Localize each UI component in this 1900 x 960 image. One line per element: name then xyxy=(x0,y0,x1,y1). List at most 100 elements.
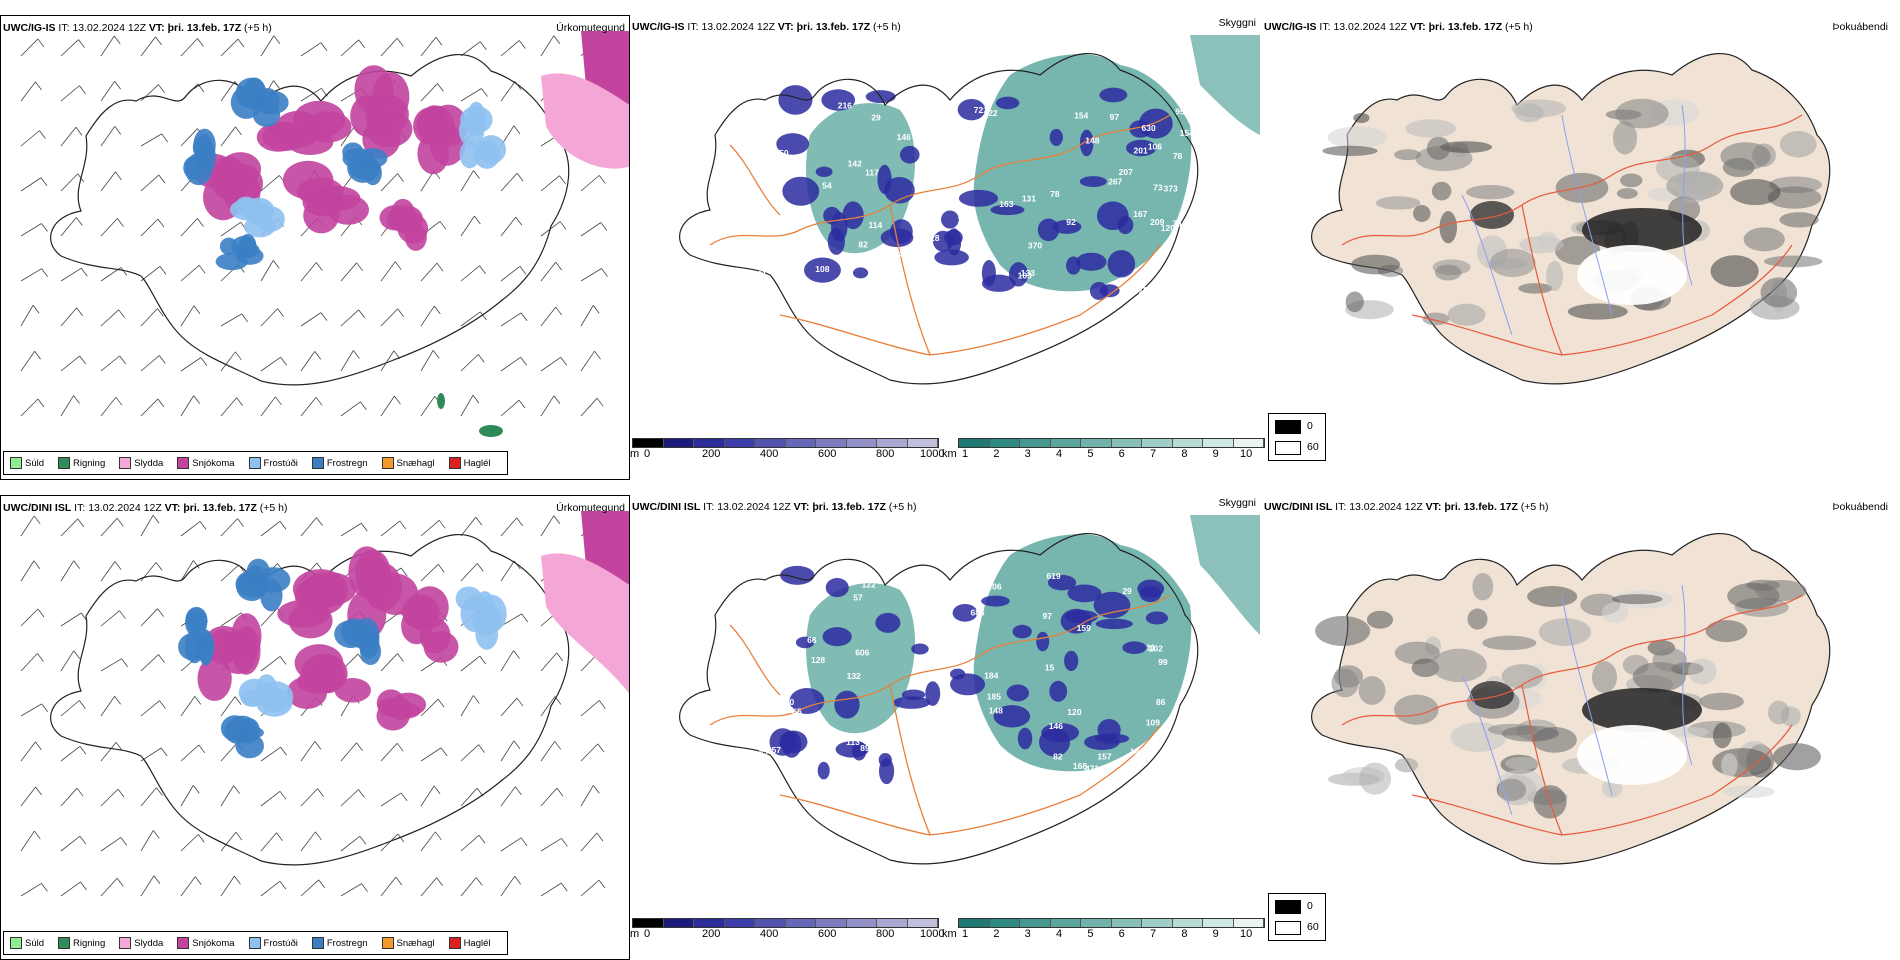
fog-white-swatch xyxy=(1275,441,1301,455)
colorbar-tick-label: 8 xyxy=(1181,928,1188,940)
colorbar-tick-label: 6 xyxy=(1118,928,1125,940)
legend-label: Slydda xyxy=(134,937,164,949)
cloud-base-value: 106 xyxy=(1148,141,1162,151)
colorbar-tick-label: 0 xyxy=(644,448,651,460)
legend-swatch xyxy=(248,457,261,469)
fog-map-row2 xyxy=(1311,532,1831,865)
cloud-base-value: 170 xyxy=(897,258,911,268)
cloud-base-value: 128 xyxy=(925,233,939,243)
cloud-base-value: 250 xyxy=(774,148,788,158)
fog-legend-row1: 0 60 xyxy=(1268,413,1326,461)
precip-legend-item: Frostúði xyxy=(248,937,298,949)
colorbar-tick-label: 4 xyxy=(1056,928,1063,940)
cloud-base-value: 142 xyxy=(848,159,862,169)
cloud-base-value: 471 xyxy=(1085,763,1099,773)
colorbar-tick-label: 3 xyxy=(1024,448,1031,460)
precip-legend-item: Slydda xyxy=(119,937,163,949)
colorbar-unit: km xyxy=(942,928,957,940)
cloud-base-value: 122 xyxy=(862,580,876,590)
cloud-base-value: 141 xyxy=(1130,746,1144,756)
cloud-base-value: 630 xyxy=(1142,123,1156,133)
cloud-base-value: 89 xyxy=(860,743,870,753)
cloud-base-value: 65 xyxy=(792,707,802,717)
colorbar-tick-label: 2 xyxy=(993,928,1000,940)
colorbar-tick-label: 1000 xyxy=(920,448,945,460)
precip-legend-item: Snjókoma xyxy=(177,937,235,949)
cloud-base-value: 74 xyxy=(861,775,871,785)
precip-legend: Súld Rigning Slydda Snjókoma Frostúði Frostre… xyxy=(3,451,508,475)
cloud-base-value: 285 xyxy=(778,658,792,668)
cloud-base-value: 146 xyxy=(1049,721,1063,731)
cloud-base-value: 248 xyxy=(1159,277,1173,287)
legend-label: Haglél xyxy=(463,457,491,469)
cloud-base-value: 82 xyxy=(858,239,868,249)
cloud-base-value: 76 xyxy=(959,737,969,747)
precip-legend-item: Snæhagl xyxy=(381,457,435,469)
cloud-vis-map-row2: 686 97 146 257 184 231 109 86 89 231 102 82 99 70 619 4… xyxy=(679,515,1260,865)
legend-swatch xyxy=(58,937,71,949)
cloud-base-value: 185 xyxy=(987,692,1001,702)
panel-title: Skyggni xyxy=(1218,497,1256,509)
precip-type-panel-row2: UWC/DINI ISL IT: 13.02.2024 12Z VT: þri.… xyxy=(0,495,630,960)
cloud-base-value: 64 xyxy=(893,249,903,259)
panel-header: UWC/IG-IS IT: 13.02.2024 12Z VT: þri. 13… xyxy=(632,21,901,33)
cloud-base-value: 154 xyxy=(1180,128,1194,138)
cloud-base-value: 168 xyxy=(1073,761,1087,771)
cloud-base-value: 82 xyxy=(1053,751,1063,761)
cloud-base-value: 120 xyxy=(1067,707,1081,717)
fog-map-row1 xyxy=(1311,52,1831,385)
cloud-base-value: 165 xyxy=(756,249,770,259)
colorbar-tick-label: 0 xyxy=(644,928,651,940)
colorbar-tick-label: 800 xyxy=(876,928,895,940)
cloud-base-value: 95 xyxy=(1175,107,1185,117)
colorbar-tick-label: 1 xyxy=(962,928,969,940)
cloud-base-value: 187 xyxy=(792,235,806,245)
cloud-base-value: 370 xyxy=(1028,241,1042,251)
legend-label: Frostregn xyxy=(326,937,368,949)
legend-label: Rigning xyxy=(73,457,106,469)
cloud-base-value: 167 xyxy=(1133,209,1147,219)
colorbar-tick-label: 600 xyxy=(818,448,837,460)
legend-label: Haglél xyxy=(463,937,491,949)
cloud-base-value: 163 xyxy=(999,199,1013,209)
legend-label: Slydda xyxy=(134,457,164,469)
cloud-base-value: 131 xyxy=(1022,194,1036,204)
precip-legend: Súld Rigning Slydda Snjókoma Frostúði Frostre… xyxy=(3,931,508,955)
cloud-base-value: 72 xyxy=(784,705,794,715)
legend-swatch xyxy=(177,937,190,949)
colorbar-tick-label: 1000 xyxy=(920,928,945,940)
cloud-base-value: 15 xyxy=(1045,662,1055,672)
colorbar-unit: km xyxy=(942,448,957,460)
legend-swatch xyxy=(119,937,132,949)
colorbar-tick-label: 7 xyxy=(1150,928,1157,940)
colorbar-tick-label: 2 xyxy=(993,448,1000,460)
cloud-base-value: 122 xyxy=(983,108,997,118)
cloud-base-value: 108 xyxy=(815,264,829,274)
fog-panel-row2: UWC/DINI ISL IT: 13.02.2024 12Z VT: þri.… xyxy=(1262,495,1892,960)
legend-label: Frostúði xyxy=(263,457,298,469)
cloud-base-value: 82 xyxy=(922,238,932,248)
cloud-base-value: 159 xyxy=(1077,623,1091,633)
precip-legend-item: Snjókoma xyxy=(177,457,235,469)
colorbar-tick-label: 8 xyxy=(1181,448,1188,460)
panel-header: UWC/DINI ISL IT: 13.02.2024 12Z VT: þri.… xyxy=(3,502,288,514)
panel-title: Skyggni xyxy=(1218,17,1256,29)
legend-swatch xyxy=(119,457,132,469)
fog-panel-row1: UWC/IG-IS IT: 13.02.2024 12Z VT: þri. 13… xyxy=(1262,15,1892,480)
colorbar-tick-label: 1 xyxy=(962,448,969,460)
colorbar-tick-label: 400 xyxy=(760,928,779,940)
cloud-base-value: 132 xyxy=(847,671,861,681)
colorbar-tick-label: 800 xyxy=(876,448,895,460)
colorbar-tick-label: 4 xyxy=(1056,448,1063,460)
legend-label: Snæhagl xyxy=(396,457,435,469)
fog-legend-black-label: 0 xyxy=(1307,420,1313,432)
colorbar-tick-label: 10 xyxy=(1240,928,1253,940)
fog-legend-black-label: 0 xyxy=(1307,900,1313,912)
panel-header: UWC/IG-IS IT: 13.02.2024 12Z VT: þri. 13… xyxy=(3,22,272,34)
cloud-base-value: 209 xyxy=(1150,217,1164,227)
fog-black-swatch xyxy=(1275,420,1301,434)
cloud-base-value: 103 xyxy=(1018,270,1032,280)
cloud-base-value: 721 xyxy=(974,105,988,115)
cloud-base-value: 102 xyxy=(1149,643,1163,653)
precip-legend-item: Súld xyxy=(10,457,44,469)
